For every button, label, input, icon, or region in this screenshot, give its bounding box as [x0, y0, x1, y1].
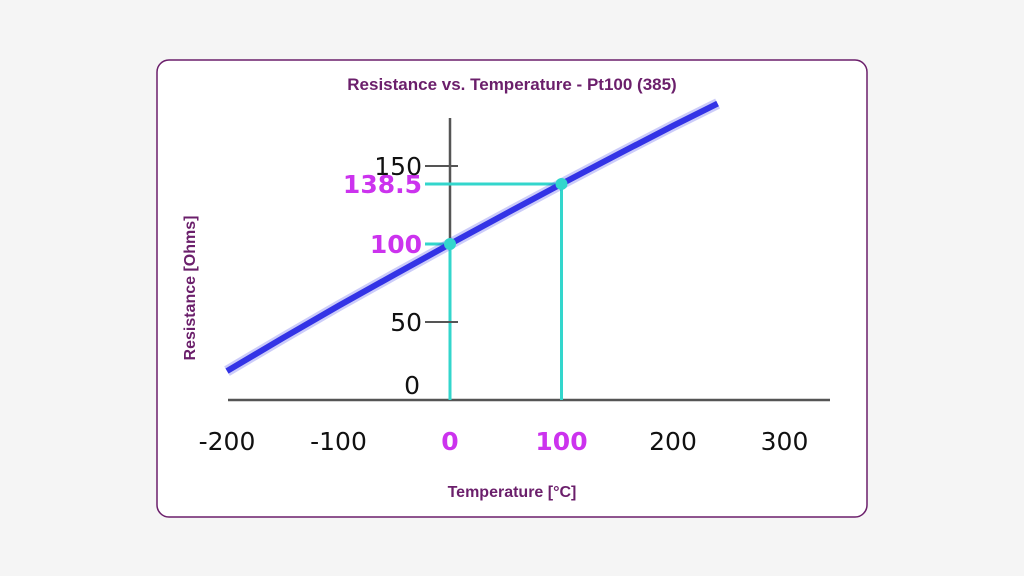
x-axis-label: Temperature [°C] [448, 484, 577, 501]
y-tick-label-4: 150 [374, 152, 422, 181]
x-tick-label-2: 0 [441, 427, 458, 456]
y-axis-label: Resistance [Ohms] [182, 216, 199, 361]
chart-title: Resistance vs. Temperature - Pt100 (385) [347, 75, 676, 94]
x-tick-label-5: 300 [761, 427, 809, 456]
chart-frame [156, 59, 868, 518]
x-tick-label-3: 100 [535, 427, 587, 456]
x-tick-label-1: -100 [310, 427, 367, 456]
x-tick-label-0: -200 [199, 427, 256, 456]
highlight-point-0 [444, 238, 456, 250]
y-tick-label-3: 138.5 [343, 170, 422, 199]
highlight-point-1 [555, 177, 568, 190]
y-tick-label-0: 0 [404, 371, 420, 400]
y-tick-label-1: 50 [390, 308, 422, 337]
series-line [225, 100, 719, 374]
x-tick-label-4: 200 [649, 427, 697, 456]
y-tick-label-2: 100 [370, 230, 422, 259]
